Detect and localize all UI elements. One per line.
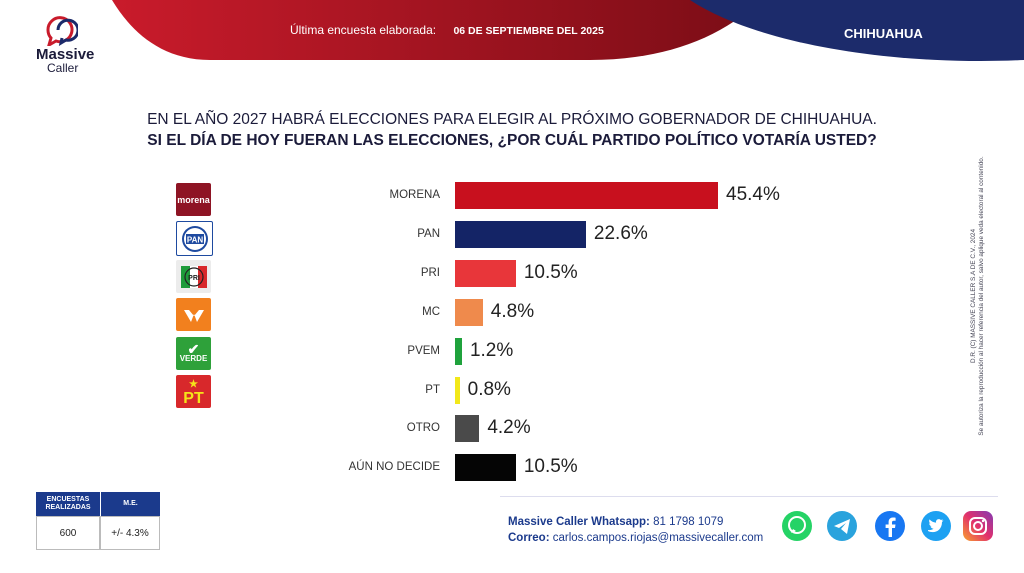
bar-value-label: 22.6% bbox=[593, 222, 648, 244]
email-contact: Correo: carlos.campos.riojas@massivecall… bbox=[508, 532, 764, 544]
legal-note: D.R. (C) MASSIVE CALLER S.A DE C.V., 202… bbox=[970, 120, 996, 472]
bar bbox=[455, 259, 516, 287]
svg-text:PAN: PAN bbox=[186, 235, 203, 244]
bar-value-label: 45.4% bbox=[726, 184, 780, 205]
bar-label: MORENA bbox=[389, 189, 440, 201]
pri-logo: PRI bbox=[176, 260, 211, 293]
bar-value-label: 10.5% bbox=[523, 456, 578, 478]
bar-label: PRI bbox=[420, 266, 440, 279]
twitter-icon[interactable] bbox=[920, 510, 952, 542]
bar bbox=[455, 454, 516, 482]
question-line1: EN EL AÑO 2027 HABRÁ ELECCIONES PARA ELE… bbox=[147, 111, 877, 128]
state-name: CHIHUAHUA bbox=[844, 26, 923, 41]
bar-value-label: 4.8% bbox=[490, 300, 535, 322]
facebook-icon[interactable] bbox=[874, 510, 906, 542]
bar-label: PT bbox=[425, 383, 440, 396]
survey-label: Última encuesta elaborada: bbox=[290, 23, 437, 37]
bar-label: PVEM bbox=[407, 344, 440, 357]
divider bbox=[500, 496, 998, 497]
legal-note-line2: Se autoriza la reproducción al hacer ref… bbox=[978, 156, 985, 436]
stats-table: ENCUESTAS REALIZADAS M.E. 600 +/- 4.3% bbox=[36, 492, 160, 550]
brand-name-line1: Massive bbox=[36, 46, 95, 63]
svg-text:PRI: PRI bbox=[188, 275, 200, 282]
bar bbox=[455, 337, 462, 365]
bar bbox=[455, 220, 586, 248]
bar-value-label: 10.5% bbox=[523, 261, 578, 283]
brand-logo: Massive Caller bbox=[30, 12, 100, 76]
email-address[interactable]: carlos.campos.riojas@massivecaller.com bbox=[552, 532, 764, 544]
bar-label: AÚN NO DECIDE bbox=[348, 461, 440, 474]
surveys-header: ENCUESTAS REALIZADAS bbox=[36, 492, 100, 516]
legal-note-line1: D.R. (C) MASSIVE CALLER S.A DE C.V., 202… bbox=[970, 229, 977, 364]
whatsapp-icon[interactable] bbox=[781, 510, 813, 542]
bar-value-label: 0.8% bbox=[467, 378, 511, 400]
telegram-icon[interactable] bbox=[826, 510, 858, 542]
instagram-icon[interactable] bbox=[962, 510, 994, 542]
surveys-value: 600 bbox=[36, 516, 100, 550]
whatsapp-number: 81 1798 1079 bbox=[653, 516, 724, 528]
margin-error-value: +/- 4.3% bbox=[100, 516, 160, 550]
bar bbox=[455, 415, 480, 443]
whatsapp-contact: Massive Caller Whatsapp: 81 1798 1079 bbox=[508, 516, 724, 528]
question-line2: SI EL DÍA DE HOY FUERAN LAS ELECCIONES, … bbox=[147, 132, 877, 149]
mc-logo bbox=[176, 298, 211, 331]
survey-date-line: Última encuesta elaborada: 06 DE SEPTIEM… bbox=[290, 23, 604, 37]
pvem-logo: ✔ VERDE bbox=[176, 337, 211, 370]
margin-error-header: M.E. bbox=[101, 492, 160, 516]
pt-logo: ★ PT bbox=[176, 375, 211, 408]
bar-value-label: 4.2% bbox=[487, 417, 531, 439]
bar bbox=[455, 376, 460, 404]
survey-date: 06 DE SEPTIEMBRE DEL 2025 bbox=[453, 25, 604, 37]
bar-label: OTRO bbox=[406, 422, 440, 435]
bar bbox=[455, 298, 483, 326]
bar-value-label: 1.2% bbox=[469, 339, 514, 361]
pan-logo: PAN bbox=[176, 221, 213, 256]
chat-bubbles-icon bbox=[46, 16, 78, 46]
brand-name-line2: Caller bbox=[47, 61, 79, 75]
bar-label: MC bbox=[422, 305, 440, 318]
header-banner bbox=[112, 0, 1024, 62]
bar bbox=[455, 182, 718, 209]
bar-label: PAN bbox=[417, 227, 440, 240]
morena-logo: morena bbox=[176, 183, 211, 216]
